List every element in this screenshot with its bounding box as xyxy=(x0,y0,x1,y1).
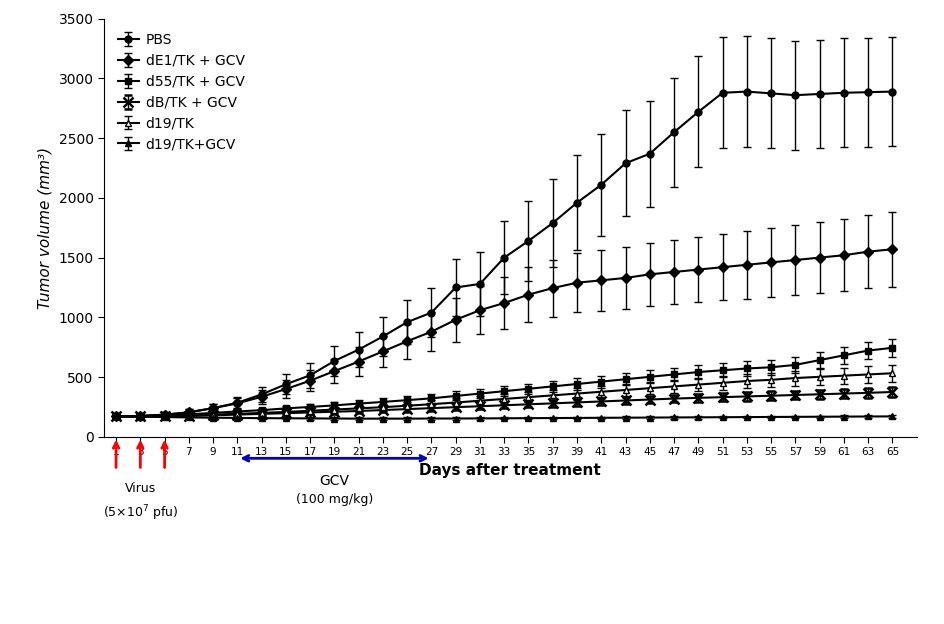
Text: (5$\times$10$^7$ pfu): (5$\times$10$^7$ pfu) xyxy=(103,504,177,524)
Text: Virus: Virus xyxy=(125,482,156,495)
X-axis label: Days after treatment: Days after treatment xyxy=(419,463,600,478)
Legend: PBS, dE1/TK + GCV, d55/TK + GCV, dB/TK + GCV, d19/TK, d19/TK+GCV: PBS, dE1/TK + GCV, d55/TK + GCV, dB/TK +… xyxy=(110,26,251,158)
Text: GCV: GCV xyxy=(319,474,349,488)
Text: (100 mg/kg): (100 mg/kg) xyxy=(295,493,373,506)
Y-axis label: Tumor volume (mm³): Tumor volume (mm³) xyxy=(38,147,53,309)
